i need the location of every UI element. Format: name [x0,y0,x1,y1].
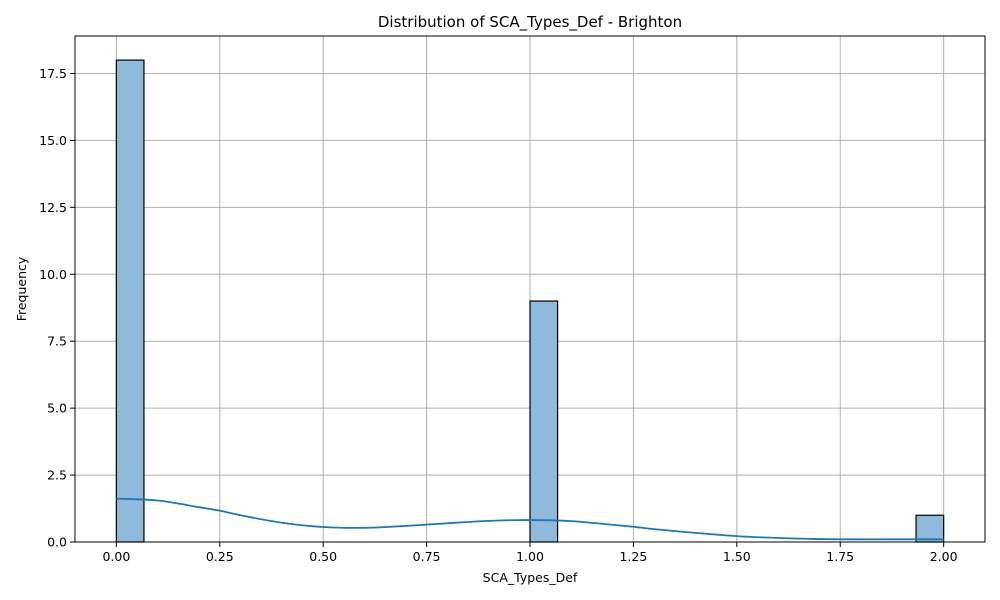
histogram-bar [916,515,944,542]
x-tick-label: 1.25 [619,549,647,564]
y-tick-label: 5.0 [47,401,67,416]
x-tick-label: 2.00 [930,549,958,564]
x-tick-label: 0.50 [309,549,337,564]
y-tick-label: 10.0 [39,267,67,282]
y-tick-label: 7.5 [47,334,67,349]
x-axis-label: SCA_Types_Def [483,570,578,585]
histogram-bar [530,301,558,542]
x-tick-label: 0.25 [206,549,234,564]
y-tick-label: 17.5 [39,66,67,81]
x-tick-label: 1.75 [826,549,854,564]
y-tick-label: 12.5 [39,200,67,215]
histogram-bar [116,60,144,542]
chart-title: Distribution of SCA_Types_Def - Brighton [378,13,682,32]
y-tick-label: 0.0 [47,535,67,550]
y-tick-label: 15.0 [39,133,67,148]
x-tick-label: 1.50 [723,549,751,564]
x-tick-label: 1.00 [516,549,544,564]
y-tick-label: 2.5 [47,468,67,483]
x-tick-label: 0.75 [413,549,441,564]
y-axis-label: Frequency [14,256,29,321]
x-tick-label: 0.00 [102,549,130,564]
